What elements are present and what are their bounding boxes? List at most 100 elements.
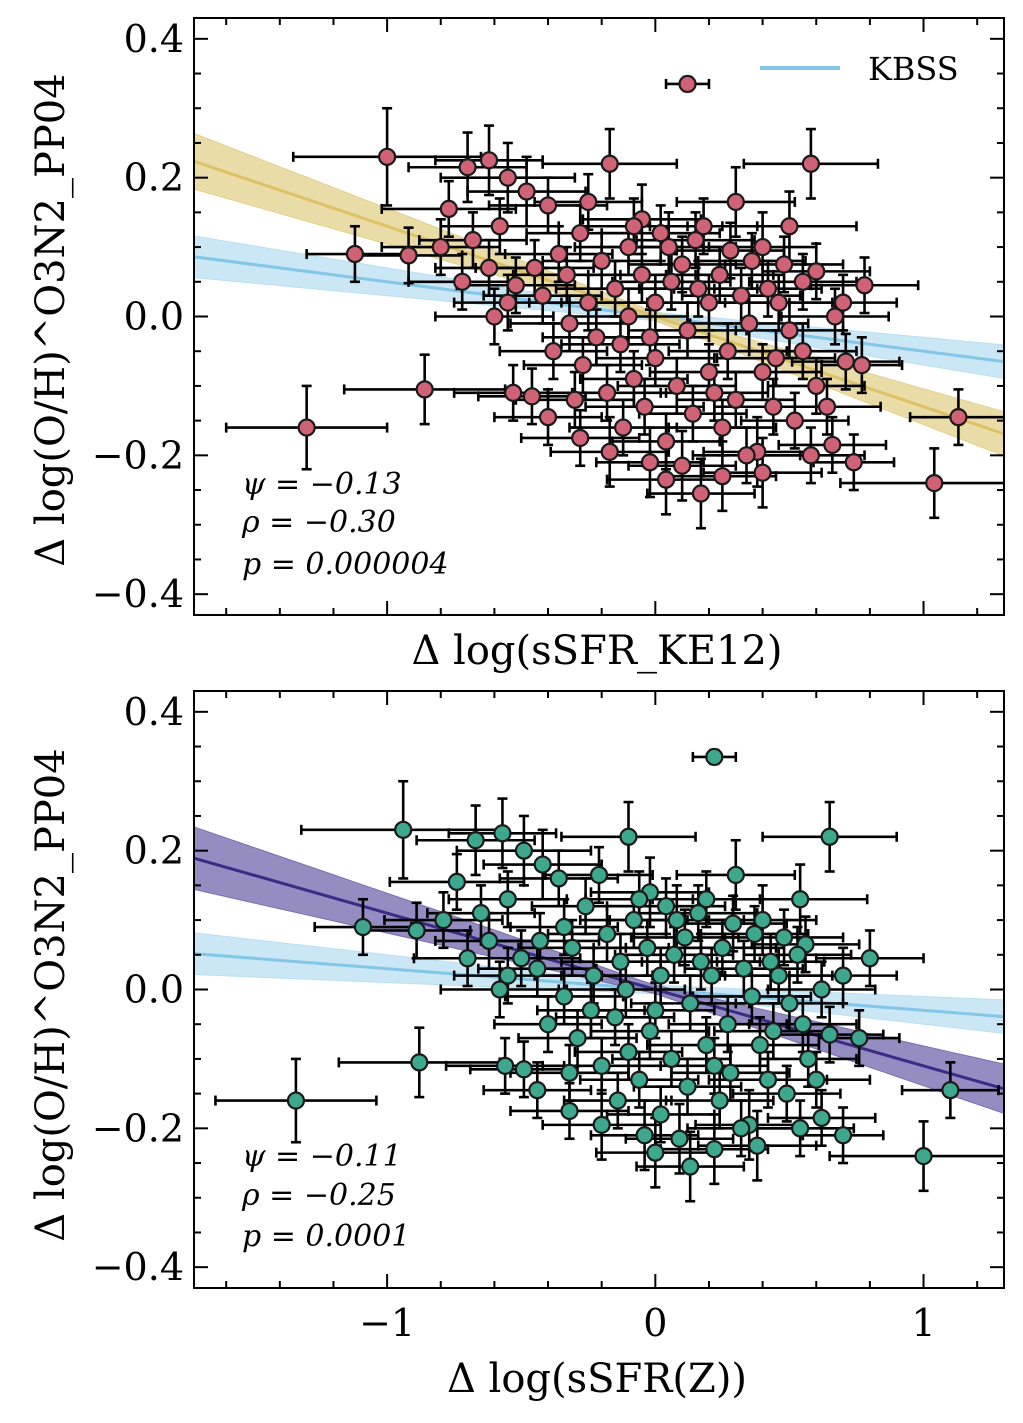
scatter-marker [538, 1015, 558, 1034]
scatter-marker [538, 408, 558, 427]
scatter-marker [646, 1001, 665, 1020]
y-tick-label: −0.4 [92, 1245, 184, 1289]
scatter-marker [860, 949, 879, 968]
scatter-marker [496, 1056, 515, 1075]
scatter-marker [780, 217, 799, 236]
x-tick-label: −1 [359, 1301, 415, 1345]
scatter-marker [605, 279, 625, 298]
scatter-marker [530, 931, 550, 951]
scatter-marker [563, 938, 582, 957]
scatter-marker [560, 1063, 579, 1082]
scatter-marker [632, 265, 652, 284]
scatter-marker [431, 237, 450, 257]
scatter-marker [710, 1091, 729, 1110]
scatter-marker [544, 342, 563, 361]
scatter-marker [345, 244, 365, 264]
scatter-marker [753, 362, 772, 382]
scatter-marker [579, 293, 598, 312]
scatter-marker [597, 383, 617, 402]
scatter-marker [713, 938, 732, 957]
scatter-marker [801, 154, 820, 173]
scatter-marker [850, 1028, 869, 1048]
scatter-marker [721, 1063, 740, 1082]
scatter-marker [579, 192, 598, 212]
scatter-marker [825, 307, 845, 326]
bottom-data-points [214, 747, 1004, 1203]
y-tick-label: 0.4 [124, 17, 184, 61]
scatter-marker [659, 237, 678, 257]
bottom-y-axis-label: Δ log(O/H)^O3N2_PP04 [28, 748, 74, 1241]
bottom-stat-p: p = 0.0001 [242, 1219, 410, 1254]
scatter-marker [683, 404, 702, 423]
y-tick-label: −0.2 [92, 1106, 184, 1150]
scatter-marker [589, 865, 609, 885]
top-stat-psi: ψ = −0.13 [242, 467, 402, 502]
scatter-marker [415, 380, 434, 399]
scatter-marker [624, 910, 643, 930]
top-ticks [194, 18, 1004, 615]
scatter-marker [699, 362, 719, 382]
scatter-marker [434, 910, 453, 930]
scatter-marker [555, 917, 574, 937]
scatter-marker [673, 255, 692, 274]
scatter-marker [528, 1081, 547, 1100]
scatter-marker [753, 463, 772, 482]
scatter-marker [791, 890, 810, 909]
scatter-marker [512, 949, 531, 968]
scatter-marker [557, 265, 576, 284]
bottom-panel: 0.4 0.2 0.0 −0.2 −0.4 −1 0 1 ψ = −0.11 ρ = −0.… [28, 690, 1005, 1402]
scatter-marker [673, 456, 692, 475]
scatter-marker [705, 383, 724, 402]
scatter-marker [439, 199, 458, 219]
scatter-marker [619, 307, 638, 326]
scatter-marker [646, 1143, 665, 1162]
scatter-marker [616, 980, 635, 999]
bottom-stat-rho: ρ = −0.25 [241, 1178, 396, 1213]
scatter-marker [807, 262, 826, 281]
scatter-marker [646, 349, 665, 368]
y-tick-label: 0.0 [124, 968, 184, 1012]
scatter-marker [941, 1081, 960, 1100]
scatter-marker [399, 246, 418, 265]
scatter-marker [761, 952, 780, 971]
scatter-marker [581, 1001, 601, 1020]
scatter-marker [732, 1119, 751, 1138]
scatter-marker [525, 258, 544, 278]
scatter-marker [458, 158, 477, 177]
scatter-marker [353, 917, 373, 937]
scatter-marker [780, 321, 799, 340]
scatter-marker [573, 355, 593, 375]
scatter-marker [560, 314, 579, 333]
scatter-marker [833, 293, 853, 312]
scatter-marker [600, 442, 619, 461]
scatter-marker [750, 1035, 770, 1055]
scatter-marker [745, 924, 764, 944]
scatter-marker [702, 966, 721, 985]
scatter-marker [678, 1077, 697, 1096]
scatter-marker [656, 897, 676, 916]
scatter-marker [699, 293, 719, 312]
scatter-marker [651, 966, 670, 985]
scatter-marker [514, 841, 534, 860]
scatter-marker [844, 453, 863, 472]
scatter-marker [571, 428, 590, 448]
scatter-marker [788, 945, 807, 964]
scatter-marker [852, 355, 871, 375]
top-ytick-labels: 0.4 0.2 0.0 −0.2 −0.4 [92, 17, 184, 616]
scatter-marker [635, 397, 654, 416]
scatter-marker [855, 276, 874, 295]
scatter-marker [817, 397, 837, 416]
scatter-marker [463, 231, 483, 250]
bottom-xtick-labels: −1 0 1 [359, 1301, 936, 1345]
scatter-marker [732, 286, 751, 305]
scatter-marker [678, 321, 697, 340]
scatter-marker [949, 408, 968, 427]
scatter-marker [662, 272, 681, 291]
scatter-marker [718, 1015, 737, 1034]
scatter-marker [600, 154, 619, 173]
scatter-marker [758, 279, 778, 298]
scatter-marker [793, 342, 812, 361]
scatter-marker [737, 446, 756, 465]
bottom-ytick-labels: 0.4 0.2 0.0 −0.2 −0.4 [92, 690, 184, 1289]
scatter-marker [555, 987, 574, 1006]
